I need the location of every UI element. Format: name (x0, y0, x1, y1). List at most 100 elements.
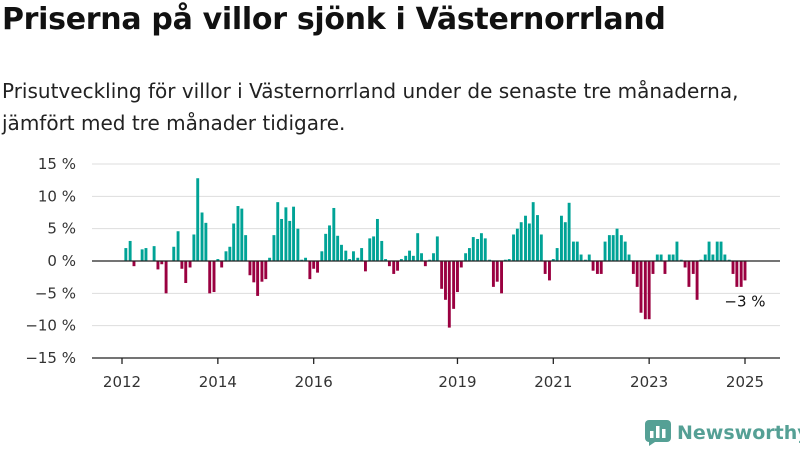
bar (435, 236, 439, 261)
bar (471, 237, 475, 261)
bar (304, 257, 307, 261)
bar (743, 261, 747, 281)
bar (140, 249, 144, 261)
bar (607, 235, 611, 261)
bar (491, 261, 495, 287)
bar (360, 248, 364, 261)
bar (164, 261, 168, 294)
bar (312, 261, 316, 269)
bar (288, 220, 292, 261)
bar (156, 261, 160, 270)
bar (591, 261, 595, 271)
bar (479, 233, 483, 261)
bar (284, 207, 288, 261)
bar (220, 261, 224, 268)
y-tick-label: −5 % (35, 284, 76, 302)
bar (575, 241, 579, 261)
bar (387, 261, 391, 267)
bar (396, 261, 400, 271)
bar (711, 254, 715, 261)
chart-subtitle: Prisutveckling för villor i Västernorrla… (2, 79, 739, 135)
bar (208, 261, 212, 294)
bar (296, 228, 300, 261)
bar (635, 261, 639, 287)
bar (340, 244, 343, 261)
bar (539, 234, 543, 261)
bar (224, 251, 228, 261)
bar (631, 261, 635, 274)
bar (364, 261, 367, 272)
bar (411, 255, 415, 261)
bar (500, 261, 503, 294)
bar (555, 248, 559, 261)
bar (531, 202, 535, 261)
bar (308, 261, 312, 280)
bar (316, 261, 319, 273)
bar (675, 241, 679, 261)
bar (124, 248, 128, 261)
bar (543, 261, 547, 274)
bar (571, 241, 575, 261)
bar (172, 246, 176, 261)
bar (423, 261, 427, 267)
bar (515, 228, 519, 261)
x-tick-label: 2025 (726, 373, 764, 391)
bar (232, 223, 236, 261)
bar (447, 261, 451, 328)
bar (416, 233, 420, 261)
bar (560, 215, 563, 261)
bar (384, 259, 388, 261)
bar (368, 238, 372, 261)
bar (328, 225, 331, 261)
bar (671, 254, 675, 261)
bar (228, 246, 232, 261)
bar (444, 261, 447, 300)
bar (236, 206, 240, 261)
bar (176, 231, 180, 261)
bar (212, 261, 216, 293)
bar (264, 261, 268, 280)
bar (464, 253, 468, 261)
bar (567, 202, 571, 261)
bar (483, 238, 487, 261)
bar (320, 251, 324, 261)
bar (512, 234, 515, 261)
bar (452, 261, 456, 309)
bar (200, 212, 204, 261)
bar (440, 261, 444, 289)
bar (723, 254, 727, 261)
bar (507, 259, 511, 261)
bar (579, 254, 583, 261)
bar (375, 218, 379, 261)
bar (204, 222, 208, 261)
bar (280, 218, 284, 261)
bar (399, 259, 403, 261)
y-tick-label: −15 % (25, 349, 76, 367)
bar (196, 178, 200, 261)
bar (687, 261, 691, 287)
bar (683, 261, 687, 268)
y-tick-label: 0 % (47, 252, 76, 270)
x-tick-label: 2012 (103, 373, 141, 391)
y-axis-labels: 15 % 10 % 5 % 0 % −5 % −10 % −15 % (25, 155, 76, 367)
bar (667, 254, 671, 261)
bar (715, 241, 719, 261)
bar (192, 234, 196, 261)
bar (599, 261, 603, 274)
bar (332, 207, 336, 261)
last-value-annotation: −3 % (724, 292, 765, 310)
bar (551, 259, 555, 261)
bar (707, 241, 711, 261)
y-tick-label: 15 % (38, 155, 76, 173)
x-tick-label: 2019 (438, 373, 476, 391)
bar (292, 206, 296, 261)
bar (248, 261, 252, 276)
bar (536, 215, 539, 261)
bar (651, 261, 655, 274)
bar (352, 251, 355, 261)
bar (695, 261, 699, 300)
bar (627, 254, 631, 261)
bar (639, 261, 643, 313)
bar (615, 228, 619, 261)
